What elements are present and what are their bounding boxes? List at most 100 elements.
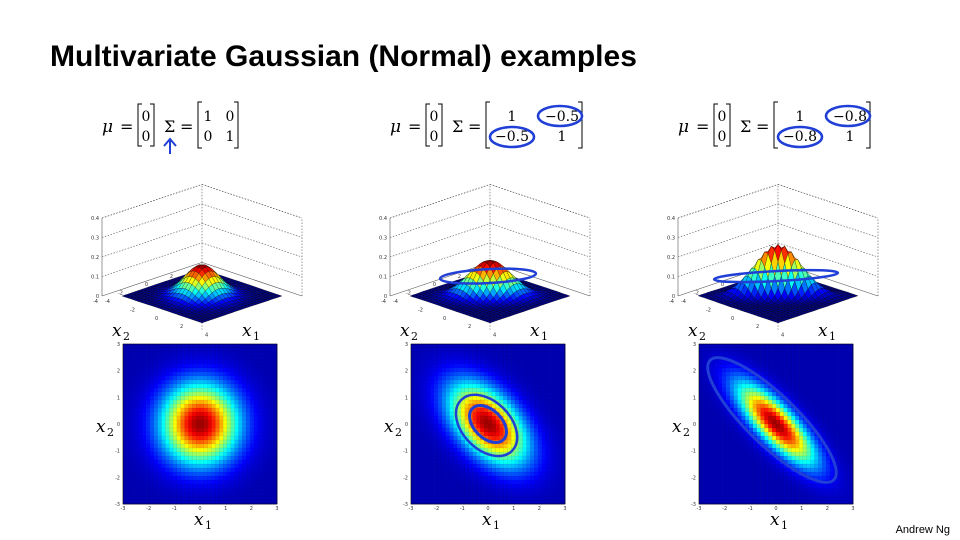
heatmap-cell	[234, 439, 239, 445]
heatmap-cell	[161, 459, 166, 465]
heatmap-cell	[265, 415, 270, 421]
heatmap-cell	[273, 411, 278, 417]
heatmap-cell	[522, 499, 527, 505]
heatmap-cell	[161, 407, 166, 413]
heatmap-cell	[430, 343, 435, 349]
heatmap-cell	[203, 371, 209, 377]
heatmap-cell	[433, 471, 439, 477]
heatmap-cell	[215, 427, 220, 433]
heatmap-cell	[441, 471, 447, 477]
heatmap-cell	[476, 475, 481, 481]
heatmap-cell	[242, 471, 247, 477]
heatmap-cell	[157, 403, 162, 409]
surface-z-tick-label: 0.3	[667, 236, 675, 242]
heatmap-cell	[145, 435, 151, 441]
heatmap-cell	[196, 415, 201, 421]
heatmap-cell	[561, 431, 566, 437]
heatmap-cell	[507, 383, 512, 389]
heatmap-cell	[122, 403, 128, 409]
heatmap-cell	[426, 467, 431, 473]
heatmap-cell	[196, 411, 201, 417]
heatmap-cell	[464, 451, 470, 457]
heatmap-cell	[414, 415, 420, 421]
heatmap-cell	[445, 487, 450, 493]
heatmap-cell	[184, 439, 189, 445]
heatmap-cell	[157, 455, 162, 461]
heatmap-cell	[153, 371, 159, 377]
heatmap-cell	[265, 479, 270, 485]
heatmap-cell	[211, 483, 216, 489]
heatmap-cell	[249, 487, 255, 493]
heatmap-cell	[188, 347, 193, 353]
heatmap-cell	[184, 351, 189, 357]
heatmap-cell	[437, 495, 443, 501]
heatmap-cell	[499, 343, 504, 349]
heatmap-cell	[269, 483, 274, 489]
heatmap-cell	[534, 367, 539, 373]
heatmap-cell	[176, 463, 182, 469]
heatmap-cell	[518, 463, 524, 469]
heatmap-cell	[495, 467, 500, 473]
heatmap-cell	[441, 363, 447, 369]
heatmap-cell	[449, 399, 454, 405]
heatmap-cell	[126, 431, 132, 437]
heatmap-cell	[249, 343, 255, 349]
heatmap-cell	[138, 411, 143, 417]
heatmap-cell	[249, 407, 255, 413]
surface-x2-tick-label: -4	[381, 299, 386, 305]
heatmap-cell	[503, 383, 508, 389]
heatmap-cell	[134, 355, 139, 361]
heatmap-cell	[219, 363, 224, 369]
heatmap-cell	[192, 367, 197, 373]
heatmap-cell	[145, 359, 151, 365]
heatmap-cell	[464, 379, 470, 385]
heatmap-x2-tick-label: 1	[117, 395, 120, 401]
heatmap-cell	[249, 479, 255, 485]
heatmap-cell	[518, 411, 524, 417]
heatmap-cell	[541, 455, 547, 461]
surface-z-tick-label: 0.1	[667, 275, 675, 281]
heatmap-cell	[246, 423, 251, 429]
heatmap-cell	[541, 359, 547, 365]
heatmap-cell	[249, 463, 255, 469]
heatmap-cell	[449, 383, 454, 389]
heatmap-cell	[549, 415, 554, 421]
heatmap-cell	[261, 391, 266, 397]
heatmap-cell	[437, 431, 443, 437]
heatmap-cell	[269, 403, 274, 409]
heatmap-cell	[499, 459, 504, 465]
heatmap-cell	[238, 439, 243, 445]
heatmap-cell	[172, 487, 178, 493]
heatmap-cell	[246, 471, 251, 477]
heatmap-cell	[541, 467, 547, 473]
heatmap-cell	[449, 443, 454, 449]
heatmap-cell	[184, 375, 189, 381]
heatmap-cell	[130, 435, 135, 441]
heatmap-cell	[253, 391, 259, 397]
heatmap-cell	[418, 423, 423, 429]
heatmap-cell	[180, 459, 186, 465]
heatmap-cell	[207, 439, 212, 445]
heatmap-cell	[484, 431, 489, 437]
heatmap-cell	[414, 407, 420, 413]
surface-patch	[198, 320, 206, 324]
heatmap-cell	[545, 483, 551, 489]
heatmap-cell	[460, 467, 466, 473]
heatmap-cell	[226, 443, 232, 449]
heatmap-cell	[172, 399, 178, 405]
heatmap-cell	[511, 347, 516, 353]
heatmap-cell	[530, 479, 535, 485]
heatmap-cell	[472, 471, 477, 477]
heatmap-cell	[453, 459, 458, 465]
heatmap-cell	[172, 375, 178, 381]
heatmap-cell	[549, 355, 554, 361]
heatmap-cell	[234, 407, 239, 413]
heatmap-cell	[511, 467, 516, 473]
heatmap-cell	[522, 411, 527, 417]
heatmap-cell	[223, 499, 228, 505]
heatmap-cell	[449, 479, 454, 485]
heatmap-cell	[184, 427, 189, 433]
heatmap-cell	[460, 383, 466, 389]
heatmap-cell	[249, 467, 255, 473]
heatmap-cell	[203, 439, 209, 445]
